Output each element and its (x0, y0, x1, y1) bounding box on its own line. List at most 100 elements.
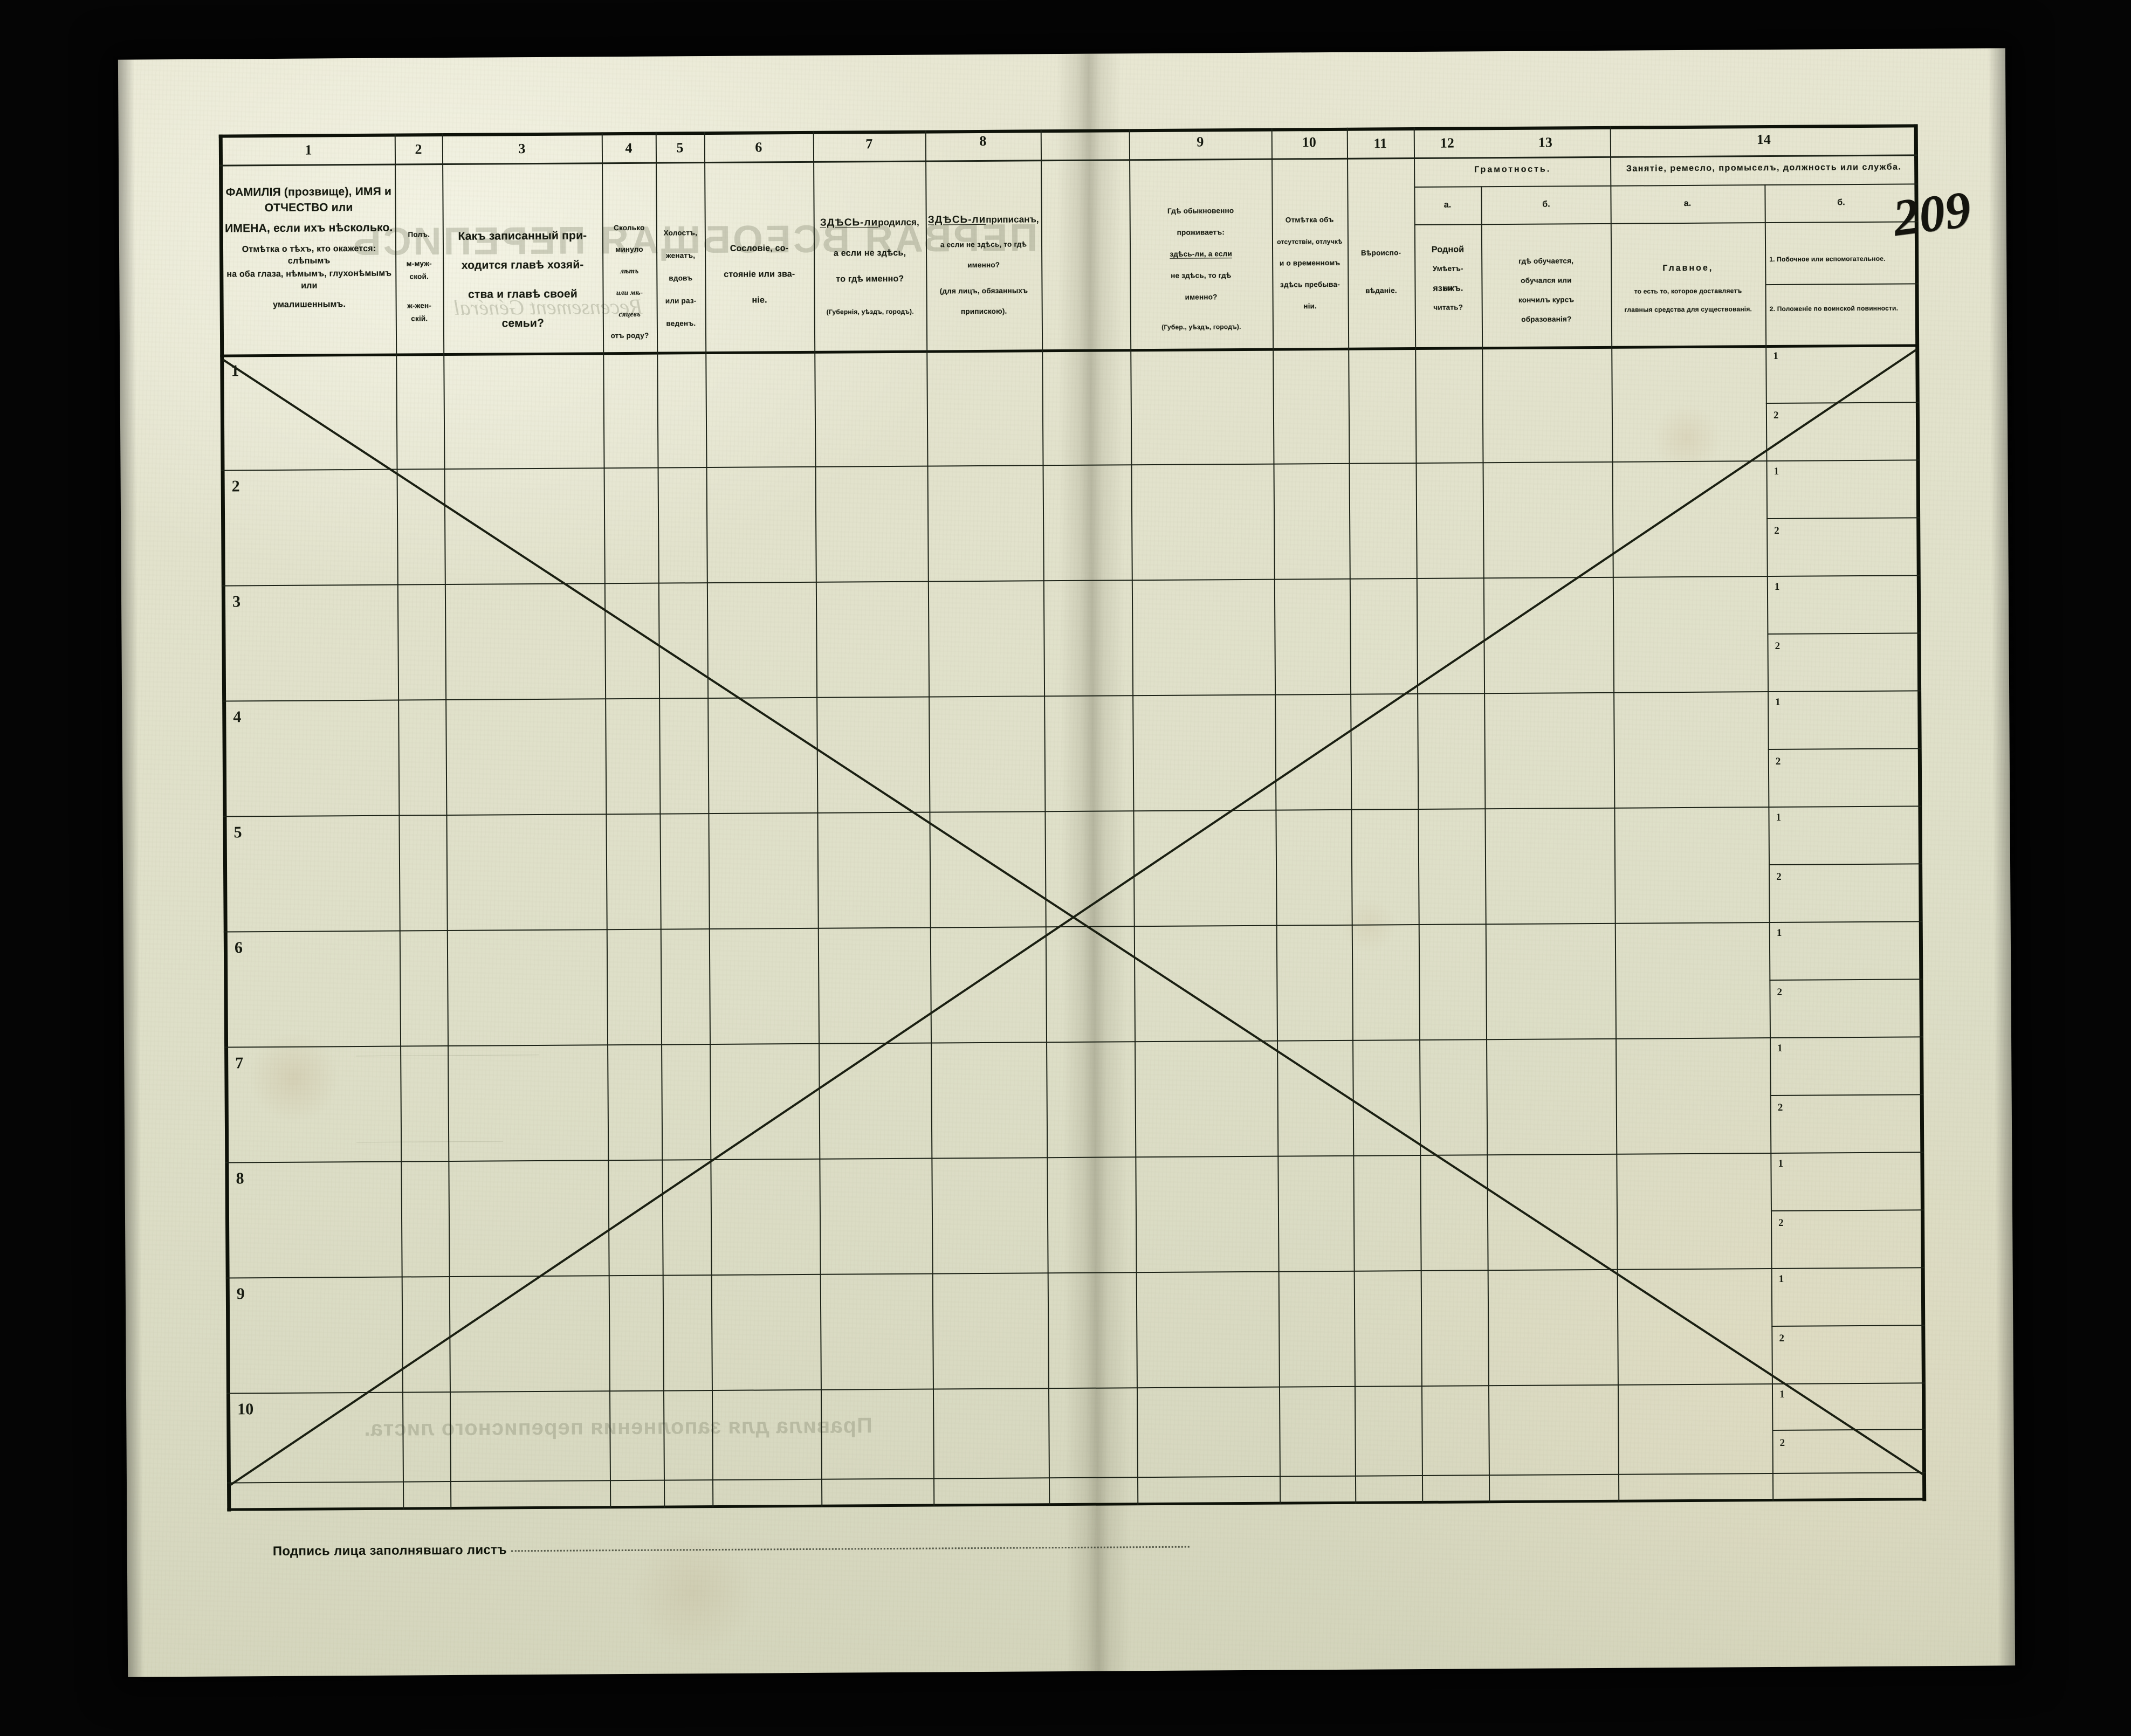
col5-line-1: Холостъ, (663, 228, 698, 237)
col12-line-1: Родной (1431, 245, 1465, 254)
handwritten-archive-number: 209 (1889, 180, 1974, 247)
col8-line-5: припискою). (960, 307, 1007, 315)
col-sep-4-5 (655, 132, 665, 1508)
grp14-letter-sep (1610, 221, 1918, 224)
col-sep-7-8 (925, 130, 935, 1506)
col-number-8: 8 (979, 133, 987, 149)
col-sep-1-2 (394, 133, 404, 1510)
col10-line-1: Отмѣтка объ (1285, 215, 1334, 224)
col7-lead-row: ЗДѢСЬ-лиродился, (815, 217, 925, 229)
subrow-line-1 (1765, 402, 1919, 404)
row-line-9 (226, 1382, 1925, 1394)
col-number-13: 13 (1538, 134, 1552, 150)
col4-line-4: или мѣ- (616, 288, 643, 297)
row-number-2: 2 (231, 477, 240, 495)
col-number-9: 9 (1197, 134, 1204, 150)
col-sep-14a-14b (1764, 184, 1774, 1501)
subrow-line-2 (1766, 517, 1920, 520)
col8-line-2: а если не здѣсь, то гдѣ (940, 240, 1027, 249)
row-line-7 (225, 1152, 1924, 1163)
table-left-border (218, 134, 231, 1512)
col7-lead: ЗДѢСЬ-ли (820, 217, 878, 229)
col8-line-3: именно? (967, 260, 1000, 269)
col13b-line-1: гдѣ обучается, (1518, 256, 1574, 265)
sub-row-number-10b: 2 (1779, 1437, 1785, 1449)
sub-row-number-6b: 2 (1777, 986, 1783, 998)
col-number-14: 14 (1756, 131, 1771, 148)
signature-label: Подпись лица заполнявшаго листъ (272, 1542, 507, 1559)
col4-line-1: Сколько (614, 223, 645, 232)
subrow-line-8 (1770, 1209, 1924, 1212)
row-number-7: 7 (235, 1054, 244, 1072)
sub-row-number-8a: 1 (1778, 1158, 1783, 1169)
col2-line-5: скій. (411, 314, 428, 323)
col14-group-title: Занятіе, ремесло, промыселъ, должность и… (1626, 162, 1902, 174)
sub-row-number-6a: 1 (1776, 927, 1782, 939)
signature-dotted-rule[interactable] (511, 1546, 1190, 1552)
census-table: 1 2 3 4 5 6 7 8 9 10 11 12 13 14 ФАМИЛІЯ… (116, 48, 2013, 1677)
row-line-1 (221, 459, 1920, 471)
col8-line-1: приписанъ, (986, 214, 1039, 225)
col4-line-6: отъ роду? (610, 331, 649, 340)
col7-line-2: а если не здѣсь, (833, 248, 906, 258)
col5-line-3: вдовъ (669, 273, 693, 283)
row-number-1: 1 (231, 362, 239, 380)
col2-line-2: м-муж- (406, 259, 432, 268)
sub-row-number-9a: 1 (1778, 1273, 1784, 1285)
row-number-5: 5 (233, 823, 242, 842)
col14a-line-2: главныя средства для существованія. (1624, 305, 1752, 314)
col-sep-13a-13b (1481, 186, 1490, 1503)
sub-row-number-3b: 2 (1775, 640, 1781, 652)
col5-line-5: веденъ. (666, 319, 696, 328)
col-sep-5-6 (704, 132, 714, 1508)
subrow-line-5 (1769, 863, 1922, 866)
sub-row-number-7a: 1 (1777, 1042, 1783, 1054)
col14a-letter: а. (1683, 198, 1692, 208)
row-line-5 (223, 921, 1922, 933)
col-number-12: 12 (1440, 135, 1454, 151)
col13-group-title: Грамотность. (1474, 164, 1551, 175)
subrow-line-3 (1767, 632, 1921, 635)
col3-line-3: ства и главѣ своей (468, 287, 578, 301)
col8-lead-row: ЗДѢСЬ-липриписанъ, (927, 213, 1040, 226)
sub-row-number-5a: 1 (1776, 811, 1782, 823)
col2-line-3: ской. (409, 272, 429, 281)
col5-line-4: или раз- (665, 296, 697, 305)
sub-row-number-2b: 2 (1774, 525, 1779, 536)
col13a-line-1: Умѣетъ- (1432, 264, 1463, 273)
col9-line-2: проживаетъ: (1177, 228, 1225, 237)
row-number-9: 9 (236, 1285, 245, 1303)
col9-line-3: здѣсь-ли, а если (1170, 249, 1232, 258)
col-sep-11-12 (1346, 127, 1357, 1504)
col-number-2: 2 (415, 141, 422, 157)
col6-line-2: стояніе или зва- (724, 270, 795, 279)
col-sep-13-14 (1610, 126, 1620, 1502)
grp13-title-sep (1414, 185, 1611, 188)
col14a-line-1: то есть то, которое доставляетъ (1634, 287, 1742, 295)
col8-line-4: (для лицъ, обязанныхъ (939, 286, 1028, 295)
col-number-10: 10 (1302, 134, 1316, 150)
col3-line-4: семьи? (501, 316, 545, 329)
col2-line-1: Полъ. (408, 230, 430, 239)
col-number-5: 5 (676, 140, 684, 156)
col13a-letter: а. (1443, 200, 1452, 210)
col3-line-2: ходится главѣ хозяй- (461, 258, 584, 272)
col-sep-6-7 (813, 130, 823, 1507)
sub-row-number-4b: 2 (1775, 755, 1781, 767)
col2-line-4: ж-жен- (407, 301, 432, 310)
table-right-border (1914, 124, 1927, 1501)
row-number-6: 6 (234, 939, 243, 957)
col10-line-5: ніи. (1303, 301, 1317, 310)
col7-line-1: родился, (878, 217, 919, 228)
col9-line-4: не здѣсь, то гдѣ (1171, 271, 1232, 280)
col-number-6: 6 (755, 139, 762, 155)
subrow-line-7 (1770, 1094, 1923, 1097)
sub-row-number-2a: 1 (1773, 465, 1779, 477)
sub-row-number-7b: 2 (1777, 1101, 1783, 1113)
col-sep-10-11 (1271, 128, 1281, 1504)
sub-row-number-1a: 1 (1773, 350, 1778, 362)
col7-line-4: (Губернія, уѣздъ, городъ). (826, 307, 914, 316)
col1-line-3: Отмѣтка о тѣхъ, кто окажется: слѣпымъ (242, 244, 376, 266)
sub-row-number-1b: 2 (1773, 409, 1779, 421)
